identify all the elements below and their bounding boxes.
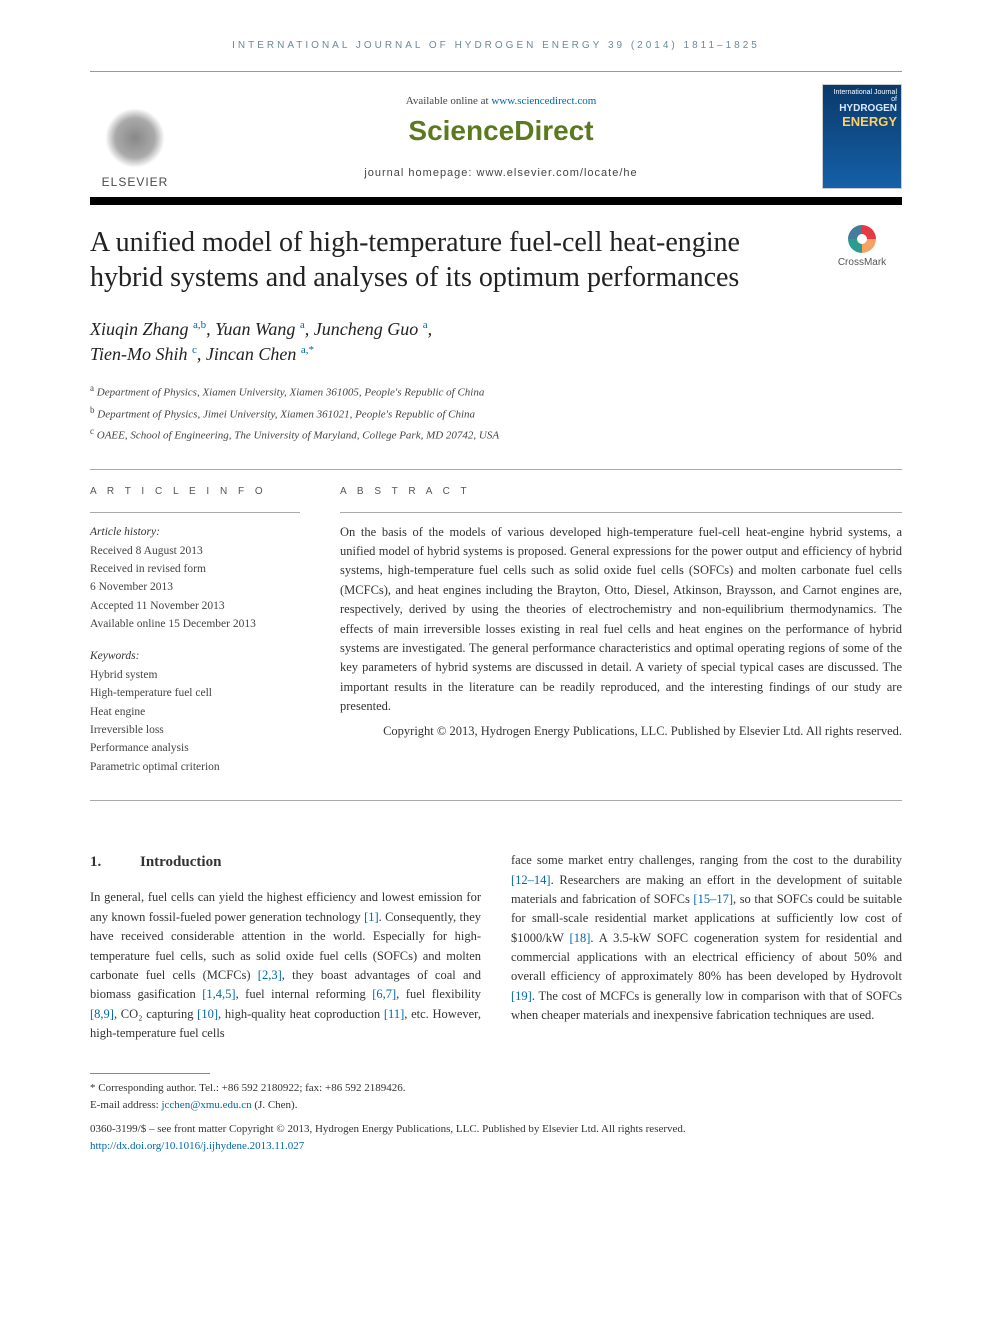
journal-homepage-line: journal homepage: www.elsevier.com/locat… [200, 167, 802, 179]
citation[interactable]: [11] [384, 1007, 404, 1021]
email-link[interactable]: jcchen@xmu.edu.cn [161, 1099, 251, 1111]
email-line: E-mail address: jcchen@xmu.edu.cn (J. Ch… [90, 1097, 902, 1114]
masthead: ELSEVIER Available online at www.science… [90, 71, 902, 189]
history-line: Received 8 August 2013 [90, 542, 300, 560]
article-info-row: A R T I C L E I N F O Article history: R… [90, 484, 902, 776]
available-online-line: Available online at www.sciencedirect.co… [200, 95, 802, 107]
sciencedirect-link[interactable]: www.sciencedirect.com [491, 95, 596, 107]
email-suffix: (J. Chen). [252, 1099, 298, 1111]
section-1-title: Introduction [140, 854, 221, 870]
citation[interactable]: [8,9] [90, 1007, 114, 1021]
keyword: Irreversible loss [90, 721, 300, 739]
crossmark-badge[interactable]: CrossMark [822, 225, 902, 268]
doi-link[interactable]: http://dx.doi.org/10.1016/j.ijhydene.201… [90, 1140, 304, 1152]
citation[interactable]: [6,7] [372, 987, 396, 1001]
keywords-lines: Hybrid systemHigh-temperature fuel cellH… [90, 666, 300, 776]
affiliation: c OAEE, School of Engineering, The Unive… [90, 424, 902, 445]
crossmark-icon [848, 225, 876, 253]
footnotes: * Corresponding author. Tel.: +86 592 21… [90, 1080, 902, 1113]
history-line: Accepted 11 November 2013 [90, 597, 300, 615]
info-rule-bottom [90, 800, 902, 801]
page-footer: 0360-3199/$ – see front matter Copyright… [90, 1121, 902, 1154]
elsevier-wordmark: ELSEVIER [102, 175, 169, 189]
abstract-column: A B S T R A C T On the basis of the mode… [340, 484, 902, 776]
affiliation: b Department of Physics, Jimei Universit… [90, 403, 902, 424]
intro-para-left: In general, fuel cells can yield the hig… [90, 888, 481, 1043]
masthead-center: Available online at www.sciencedirect.co… [180, 95, 822, 189]
affiliation-list: a Department of Physics, Xiamen Universi… [90, 381, 902, 445]
keyword: High-temperature fuel cell [90, 684, 300, 702]
article-title: A unified model of high-temperature fuel… [90, 225, 802, 295]
citation[interactable]: [1] [364, 910, 379, 924]
keyword: Performance analysis [90, 739, 300, 757]
section-1-number: 1. [90, 851, 140, 874]
corresponding-author: * Corresponding author. Tel.: +86 592 21… [90, 1080, 902, 1097]
elsevier-logo: ELSEVIER [90, 89, 180, 189]
history-line: 6 November 2013 [90, 578, 300, 596]
sciencedirect-logo: ScienceDirect [200, 115, 802, 147]
history-lines: Received 8 August 2013Received in revise… [90, 542, 300, 634]
body-col-right: face some market entry challenges, rangi… [511, 851, 902, 1043]
intro-para-right: face some market entry challenges, rangi… [511, 851, 902, 1025]
cover-top-text: International Journal of [827, 89, 897, 103]
section-1-heading: 1.Introduction [90, 851, 481, 874]
cover-energy: ENERGY [827, 114, 897, 129]
author-list: Xiuqin Zhang a,b, Yuan Wang a, Juncheng … [90, 317, 902, 367]
keywords-label: Keywords: [90, 647, 300, 665]
cover-hydrogen: HYDROGEN [827, 103, 897, 114]
abstract-subrule [340, 512, 902, 513]
abstract-text: On the basis of the models of various de… [340, 523, 902, 717]
affiliation: a Department of Physics, Xiamen Universi… [90, 381, 902, 402]
title-rule [90, 197, 902, 205]
citation[interactable]: [15–17] [693, 892, 733, 906]
history-line: Received in revised form [90, 560, 300, 578]
article-info-heading: A R T I C L E I N F O [90, 484, 300, 500]
info-subrule [90, 512, 300, 513]
abstract-heading: A B S T R A C T [340, 484, 902, 500]
crossmark-label: CrossMark [838, 257, 886, 268]
keyword: Parametric optimal criterion [90, 758, 300, 776]
citation[interactable]: [10] [197, 1007, 218, 1021]
history-line: Available online 15 December 2013 [90, 615, 300, 633]
email-label: E-mail address: [90, 1099, 161, 1111]
citation[interactable]: [2,3] [258, 968, 282, 982]
history-label: Article history: [90, 523, 300, 541]
sd-logo-text: ScienceDirect [408, 115, 593, 146]
body-two-column: 1.Introduction In general, fuel cells ca… [90, 851, 902, 1043]
citation[interactable]: [12–14] [511, 873, 551, 887]
citation[interactable]: [18] [570, 931, 591, 945]
title-row: A unified model of high-temperature fuel… [90, 225, 902, 295]
elsevier-tree-icon [100, 103, 170, 173]
article-info-sidebar: A R T I C L E I N F O Article history: R… [90, 484, 300, 776]
info-rule-top [90, 469, 902, 470]
keyword: Heat engine [90, 703, 300, 721]
body-col-left: 1.Introduction In general, fuel cells ca… [90, 851, 481, 1043]
keyword: Hybrid system [90, 666, 300, 684]
available-prefix: Available online at [406, 95, 492, 107]
citation[interactable]: [1,4,5] [202, 987, 235, 1001]
issn-line: 0360-3199/$ – see front matter Copyright… [90, 1121, 902, 1138]
footnote-rule [90, 1073, 210, 1074]
citation[interactable]: [19] [511, 989, 532, 1003]
journal-cover-thumbnail: International Journal of HYDROGEN ENERGY [822, 84, 902, 189]
running-head: INTERNATIONAL JOURNAL OF HYDROGEN ENERGY… [90, 40, 902, 51]
abstract-copyright: Copyright © 2013, Hydrogen Energy Public… [340, 722, 902, 741]
